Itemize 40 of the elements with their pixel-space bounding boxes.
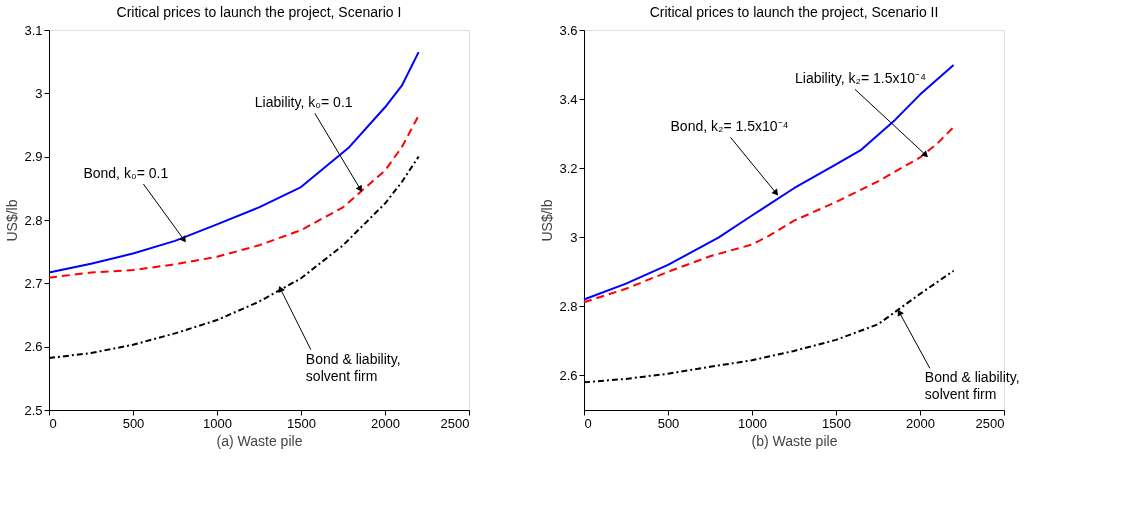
y-tick-label: 3.4 [559,91,578,107]
y-tick-label: 2.5 [24,402,43,418]
y-tick-label: 3.6 [559,22,578,38]
x-tick-label: 1500 [822,415,851,431]
x-tick-label: 2500 [975,415,1005,431]
annotation: Bond, k₀= 0.1 [83,165,169,181]
x-tick-label: 1000 [738,415,767,431]
annotation: Bond, k₂= 1.5x10⁻⁴ [670,118,789,135]
y-tick-label: 2.6 [559,367,578,383]
line-series [48,51,420,274]
annotation: Bond & liability, solvent firm [305,350,401,384]
y-tick-label: 3.2 [559,160,578,176]
y-axis-title: US$/lb [539,199,556,242]
x-tick-label: 1000 [203,415,232,431]
line-series [583,63,955,301]
y-tick-label: 2.7 [24,275,43,291]
y-tick-label: 3 [35,85,43,101]
annotation: Bond & liability, solvent firm [924,369,1020,403]
x-axis-title: (a) Waste pile [216,432,303,449]
chart-title: Critical prices to launch the project, Scenario II [649,4,939,20]
x-tick-label: 0 [49,415,57,431]
x-tick-label: 2500 [440,415,470,431]
annotation: Liability, k₂= 1.5x10⁻⁴ [795,70,927,87]
y-tick-label: 2.9 [24,149,43,165]
annotation: Liability, k₀= 0.1 [254,94,353,111]
y-axis-title: US$/lb [4,199,21,242]
x-tick-label: 2000 [371,415,400,431]
chart-title: Critical prices to launch the project, Scenario I [116,4,402,20]
x-tick-label: 0 [584,415,592,431]
y-tick-label: 2.6 [24,339,43,355]
y-tick-label: 3.1 [24,22,43,38]
y-tick-label: 3 [570,229,578,245]
y-tick-label: 2.8 [24,212,43,228]
x-tick-label: 1500 [287,415,316,431]
x-tick-label: 2000 [906,415,935,431]
x-tick-label: 500 [657,415,680,431]
y-tick-label: 2.8 [559,298,578,314]
x-axis-title: (b) Waste pile [751,432,838,449]
x-tick-label: 500 [122,415,145,431]
line-series [48,114,420,279]
